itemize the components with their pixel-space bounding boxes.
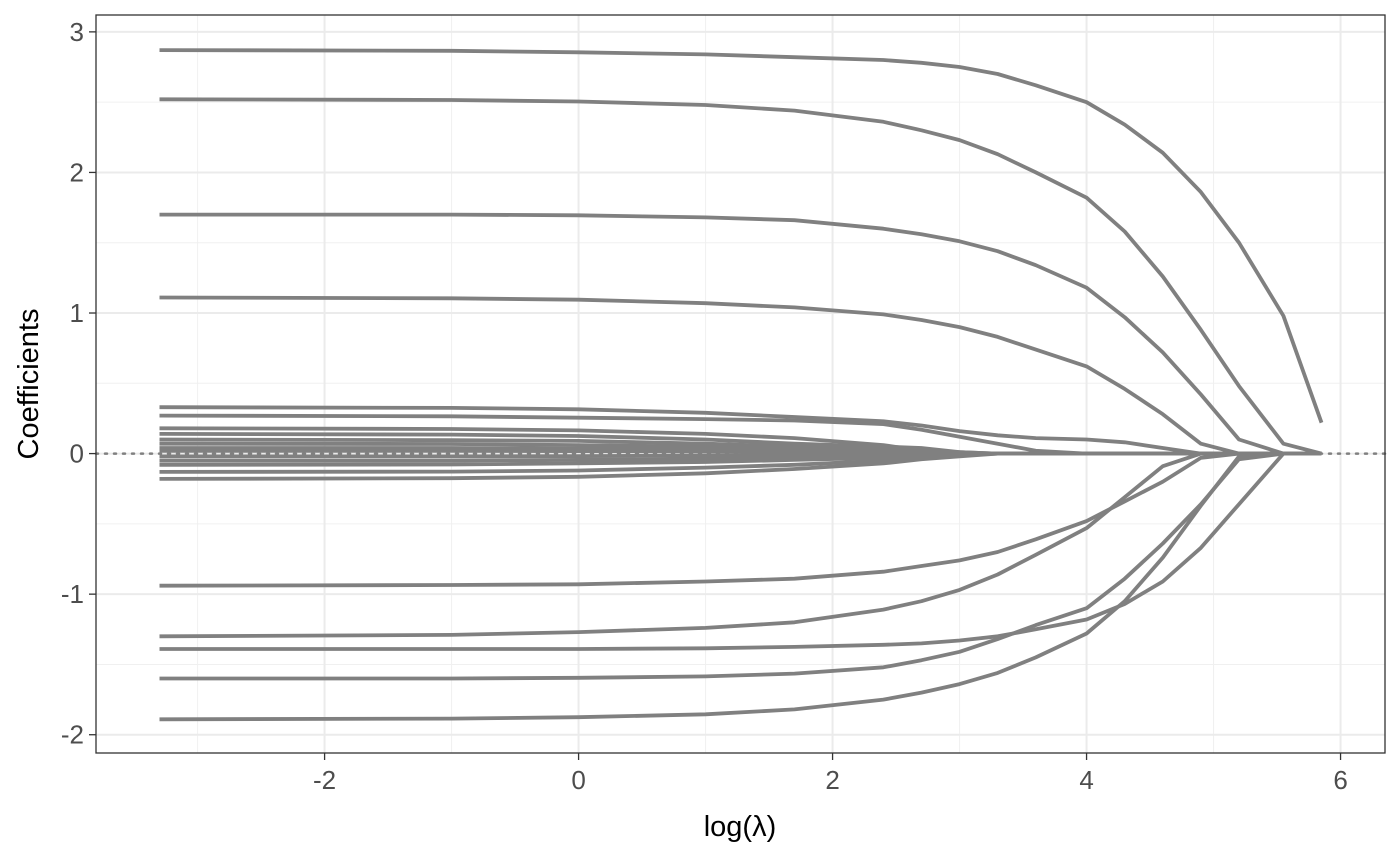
- plot-panel-background: [96, 15, 1385, 753]
- x-tick-label: 4: [1079, 765, 1093, 795]
- coefficient-path-19: [159, 451, 1322, 639]
- minor-gridlines: [96, 15, 1385, 753]
- x-tick-label: 6: [1333, 765, 1347, 795]
- coefficient-paths: [159, 48, 1324, 722]
- x-axis-title: log(λ): [704, 811, 777, 843]
- coefficient-path-4: [159, 295, 1322, 456]
- coefficient-path-22: [159, 451, 1322, 722]
- y-axis-title: Coefficients: [13, 309, 45, 460]
- y-tick-label: 3: [70, 17, 84, 47]
- x-tick-label: 2: [825, 765, 839, 795]
- plot-panel-border: [95, 14, 1386, 754]
- y-tick-label: -2: [61, 720, 84, 750]
- y-tick-label: 1: [70, 298, 84, 328]
- coefficient-path-18: [159, 451, 1322, 588]
- y-tick-label: -1: [61, 579, 84, 609]
- coefficient-path-1: [159, 48, 1324, 424]
- x-axis: -2 0 2 4 6: [313, 753, 1348, 795]
- coefficient-path-3: [159, 212, 1322, 456]
- coefficient-path-20: [159, 451, 1322, 651]
- y-tick-label: 2: [70, 157, 84, 187]
- coefficient-path-2: [159, 97, 1322, 456]
- x-tick-label: -2: [313, 765, 336, 795]
- y-axis: -2 -1 0 1 2 3: [61, 17, 96, 750]
- x-tick-label: 0: [571, 765, 585, 795]
- y-tick-label: 0: [70, 439, 84, 469]
